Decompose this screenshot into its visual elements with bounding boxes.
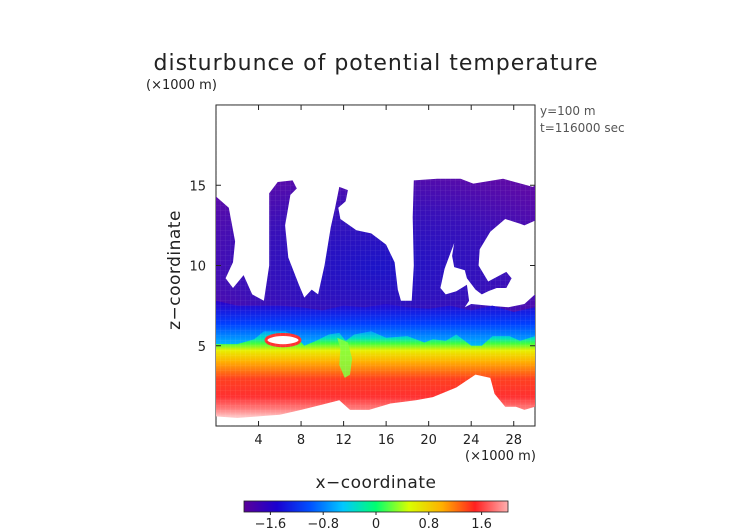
x-ticks: 4 8 12 16 20 24 28 [254,105,522,448]
colorbar-tick-label-0: −1.6 [255,517,287,532]
x-tick-label-1: 8 [297,433,305,448]
y-ticks: 5 10 15 [189,179,535,355]
x-unit-label: (×1000 m) [465,449,536,464]
grid-overlay [216,105,535,426]
colorbar-scale [243,500,509,513]
y-tick-label-1: 10 [189,260,206,275]
annotation-line-t: t=116000 sec [540,121,625,135]
y-tick-label-0: 5 [198,340,206,355]
y-tick-label-2: 15 [189,179,206,194]
x-axis-label: x−coordinate [316,473,437,493]
colorbar-tick-label-2: 0 [372,517,380,532]
x-tick-label-3: 16 [378,433,395,448]
colorbar-tick-label-4: 1.6 [471,517,492,532]
plot-area: 4 8 12 16 20 24 28 5 10 15 [189,104,536,448]
colorbar: −1.6 −0.8 0 0.8 1.6 [243,500,509,532]
y-axis-label: z−coordinate [165,210,185,330]
x-tick-label-6: 28 [505,433,522,448]
x-tick-label-0: 4 [254,433,262,448]
colorbar-tick-label-1: −0.8 [307,517,339,532]
annotation-line-y: y=100 m [540,104,596,118]
chart-title: disturbunce of potential temperature [154,51,599,76]
colorbar-ticks: −1.6 −0.8 0 0.8 1.6 [255,512,492,532]
colorbar-tick-label-3: 0.8 [418,517,439,532]
x-tick-label-5: 24 [463,433,480,448]
x-tick-label-2: 12 [335,433,352,448]
field-layer [216,105,535,426]
annotation-block: y=100 m t=116000 sec [540,104,625,135]
x-tick-label-4: 20 [420,433,437,448]
z-unit-label: (×1000 m) [146,78,217,93]
